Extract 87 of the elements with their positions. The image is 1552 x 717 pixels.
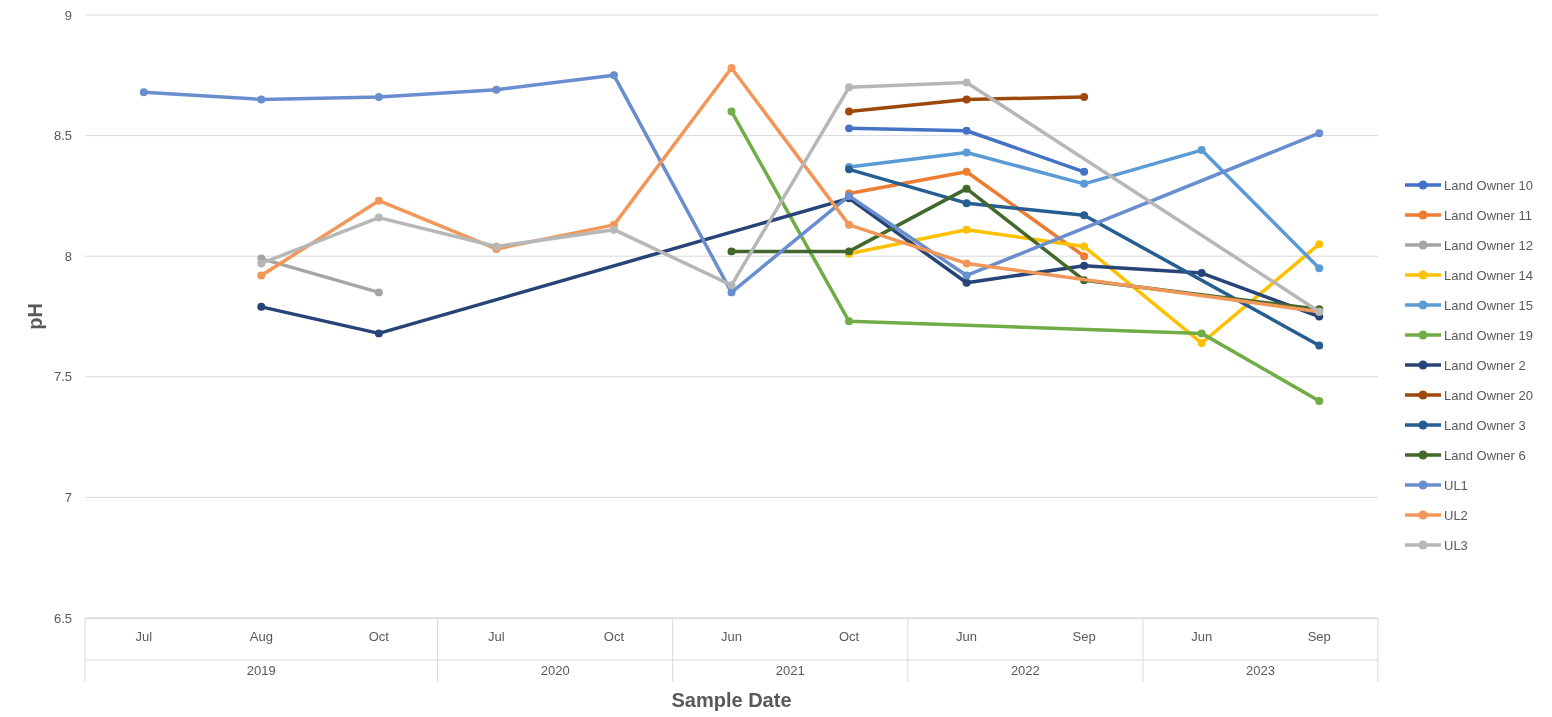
point: [962, 271, 971, 280]
legend-label: Land Owner 20: [1444, 387, 1533, 403]
point: [1080, 261, 1089, 270]
point: [1080, 211, 1089, 220]
point: [257, 302, 266, 311]
point: [727, 288, 736, 297]
point: [727, 247, 736, 256]
text: 2020: [540, 663, 570, 678]
point: [257, 271, 266, 280]
y-tick-label: 8: [64, 248, 72, 264]
x-tick-label: Jun: [1191, 629, 1213, 645]
point: [1315, 264, 1324, 273]
x-tick-label: Sep: [1307, 629, 1331, 645]
x-axis-title: Sample Date: [671, 689, 792, 711]
point: [1315, 240, 1324, 249]
point: [374, 196, 383, 205]
point: [492, 85, 501, 94]
legend-label: UL1: [1444, 477, 1468, 493]
x-tick-label: Oct: [603, 629, 625, 645]
point: [962, 95, 971, 104]
point: [845, 317, 854, 326]
point: [845, 124, 854, 133]
legend-label: Land Owner 12: [1444, 237, 1533, 253]
legend-label: UL2: [1444, 507, 1468, 523]
point: [962, 148, 971, 157]
x-tick-label: Oct: [368, 629, 390, 645]
y-tick-label: 6.5: [53, 610, 72, 626]
point: [1080, 93, 1089, 101]
x-tick-label: Oct: [838, 629, 860, 645]
point: [1080, 179, 1089, 188]
point: [962, 259, 971, 268]
point: [1315, 129, 1324, 138]
point: [1315, 341, 1324, 350]
point: [1080, 167, 1089, 176]
point: [1315, 396, 1324, 405]
legend-label: Land Owner 15: [1444, 297, 1533, 313]
x-tick-label: Jul: [488, 629, 505, 645]
legend-label: Land Owner 3: [1444, 417, 1526, 433]
point: [845, 220, 854, 229]
legend-label: Land Owner 19: [1444, 327, 1533, 343]
x-tick-label: Jul: [135, 629, 153, 645]
point: [727, 107, 736, 116]
y-axis-title: pH: [24, 303, 46, 330]
text: 2023: [1245, 663, 1275, 678]
point: [374, 329, 383, 338]
legend-label: Land Owner 2: [1444, 357, 1526, 373]
point: [374, 288, 383, 297]
point: [1197, 146, 1206, 155]
point: [727, 281, 736, 290]
point: [257, 95, 266, 104]
y-tick-label: 8.5: [53, 128, 72, 144]
text: 2022: [1010, 663, 1040, 678]
x-tick-label: Jun: [956, 629, 978, 645]
legend-label: Land Owner 14: [1444, 267, 1533, 283]
point: [962, 167, 971, 176]
legend-label: Land Owner 11: [1444, 207, 1532, 223]
point: [845, 107, 854, 116]
point: [962, 225, 971, 234]
point: [1197, 339, 1206, 348]
point: [139, 88, 148, 97]
point: [609, 71, 618, 80]
point: [845, 83, 854, 92]
legend-label: UL3: [1444, 537, 1468, 553]
point: [962, 278, 971, 287]
point: [962, 199, 971, 208]
point: [727, 64, 736, 73]
point: [257, 259, 266, 268]
point: [374, 93, 383, 101]
legend-label: Land Owner 6: [1444, 447, 1526, 463]
y-tick-label: 7: [64, 490, 72, 506]
text: 2019: [246, 663, 276, 678]
point: [1197, 329, 1206, 338]
point: [962, 126, 971, 135]
text: 2021: [775, 663, 805, 678]
x-tick-label: Aug: [249, 629, 273, 645]
x-tick-label: Jun: [721, 629, 742, 645]
point: [1197, 269, 1206, 278]
x-tick-label: Sep: [1072, 629, 1096, 645]
point: [609, 225, 618, 234]
point: [962, 78, 971, 87]
point: [1080, 242, 1089, 251]
legend-label: Land Owner 10: [1444, 177, 1533, 193]
point: [374, 213, 383, 222]
y-tick-label: 7.5: [53, 369, 72, 385]
point: [962, 184, 971, 193]
point: [1080, 252, 1089, 261]
y-tick-label: 9: [64, 7, 72, 23]
